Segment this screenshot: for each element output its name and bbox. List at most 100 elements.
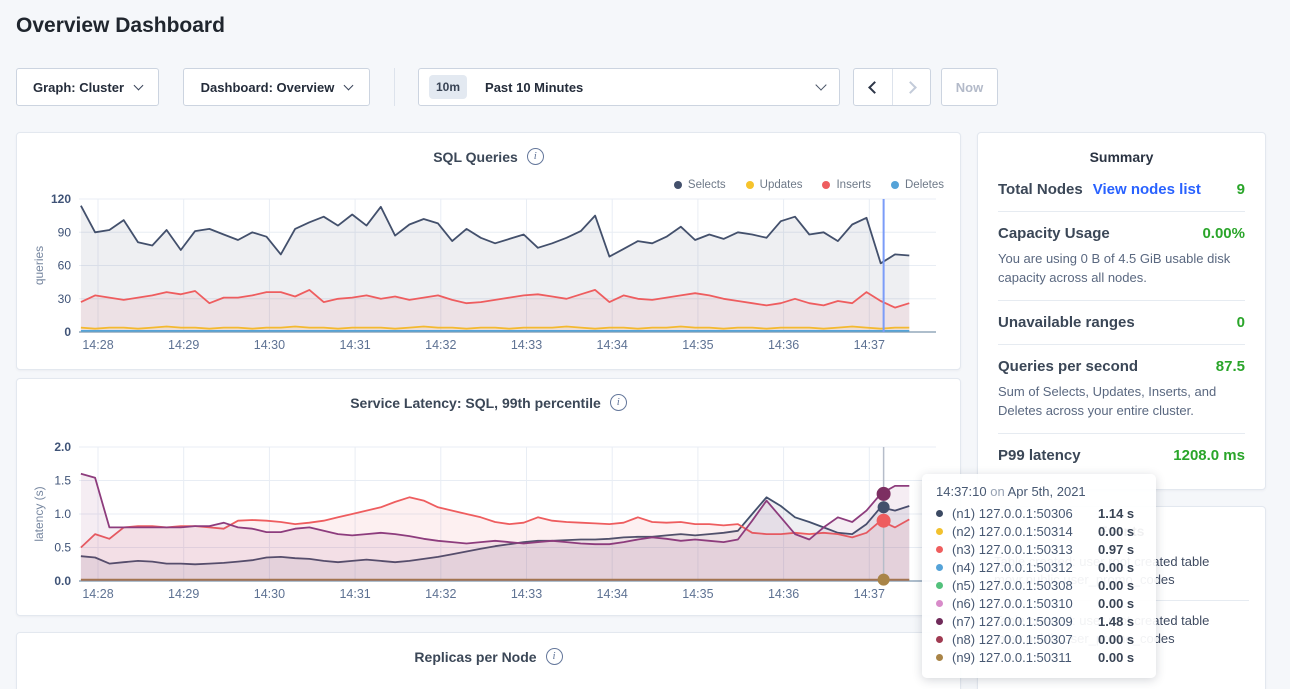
node-address: (n2) 127.0.0.1:50314 xyxy=(952,524,1098,539)
node-latency-value: 0.00 s xyxy=(1098,632,1134,647)
node-latency-value: 1.14 s xyxy=(1098,506,1134,521)
svg-text:14:32: 14:32 xyxy=(425,338,456,352)
info-icon[interactable]: i xyxy=(527,148,544,165)
tooltip-node-row: (n1) 127.0.0.1:503061.14 s xyxy=(936,504,1142,522)
node-latency-value: 0.00 s xyxy=(1098,560,1134,575)
svg-text:14:36: 14:36 xyxy=(768,338,799,352)
summary-row-label: Queries per second xyxy=(998,358,1138,375)
latency-hover-tooltip: 14:37:10 on Apr 5th, 2021 (n1) 127.0.0.1… xyxy=(922,474,1156,678)
node-latency-value: 1.48 s xyxy=(1098,614,1134,629)
chart-title: Service Latency: SQL, 99th percentile xyxy=(350,395,601,411)
node-address: (n8) 127.0.0.1:50307 xyxy=(952,632,1098,647)
node-latency-value: 0.00 s xyxy=(1098,578,1134,593)
node-address: (n6) 127.0.0.1:50310 xyxy=(952,596,1098,611)
dashboard-dropdown[interactable]: Dashboard: Overview xyxy=(183,68,370,106)
prev-time-button[interactable] xyxy=(854,69,892,105)
svg-text:2.0: 2.0 xyxy=(54,440,71,454)
tooltip-node-row: (n4) 127.0.0.1:503120.00 s xyxy=(936,558,1142,576)
svg-text:90: 90 xyxy=(58,225,72,239)
chevron-left-icon xyxy=(868,81,881,94)
svg-text:14:33: 14:33 xyxy=(511,338,542,352)
node-color-dot xyxy=(936,582,943,589)
node-address: (n4) 127.0.0.1:50312 xyxy=(952,560,1098,575)
legend-dot xyxy=(674,181,682,189)
svg-text:14:29: 14:29 xyxy=(168,338,199,352)
svg-text:60: 60 xyxy=(58,259,72,273)
info-icon[interactable]: i xyxy=(546,648,563,665)
node-color-dot xyxy=(936,564,943,571)
tooltip-timestamp: 14:37:10 on Apr 5th, 2021 xyxy=(936,484,1142,499)
svg-text:14:34: 14:34 xyxy=(597,587,628,601)
svg-text:14:30: 14:30 xyxy=(254,338,285,352)
service-latency-chart[interactable]: 14:2814:2914:3014:3114:3214:3314:3414:35… xyxy=(17,435,960,610)
time-range-dropdown[interactable]: 10m Past 10 Minutes xyxy=(418,68,840,106)
time-nav-group xyxy=(853,68,931,106)
summary-row-value: 1208.0 ms xyxy=(1173,447,1245,464)
svg-text:14:33: 14:33 xyxy=(511,587,542,601)
now-button[interactable]: Now xyxy=(941,68,998,106)
node-color-dot xyxy=(936,528,943,535)
summary-row-subtext: You are using 0 B of 4.5 GiB usable disk… xyxy=(998,249,1245,287)
summary-row: Queries per second 87.5 Sum of Selects, Up… xyxy=(998,345,1245,434)
node-latency-value: 0.97 s xyxy=(1098,542,1134,557)
info-icon[interactable]: i xyxy=(610,394,627,411)
node-address: (n3) 127.0.0.1:50313 xyxy=(952,542,1098,557)
svg-text:0.0: 0.0 xyxy=(54,574,71,588)
tooltip-node-row: (n6) 127.0.0.1:503100.00 s xyxy=(936,594,1142,612)
toolbar-divider xyxy=(394,68,395,106)
node-color-dot xyxy=(936,618,943,625)
tooltip-node-row: (n9) 127.0.0.1:503110.00 s xyxy=(936,648,1142,666)
legend-dot xyxy=(746,181,754,189)
chart-title: SQL Queries xyxy=(433,149,518,165)
summary-panel: Summary Total Nodes View nodes list 9 Capac… xyxy=(977,132,1266,490)
summary-row-value: 0 xyxy=(1237,314,1245,331)
svg-text:14:32: 14:32 xyxy=(425,587,456,601)
node-address: (n1) 127.0.0.1:50306 xyxy=(952,506,1098,521)
legend-dot xyxy=(822,181,830,189)
view-nodes-list-link[interactable]: View nodes list xyxy=(1093,181,1201,198)
svg-text:14:30: 14:30 xyxy=(254,587,285,601)
svg-text:14:35: 14:35 xyxy=(682,587,713,601)
summary-title: Summary xyxy=(998,149,1245,165)
svg-text:14:31: 14:31 xyxy=(339,338,370,352)
node-color-dot xyxy=(936,600,943,607)
chart-title: Replicas per Node xyxy=(414,649,536,665)
node-address: (n7) 127.0.0.1:50309 xyxy=(952,614,1098,629)
page-title: Overview Dashboard xyxy=(16,14,225,38)
svg-text:14:37: 14:37 xyxy=(854,338,885,352)
time-range-badge: 10m xyxy=(429,75,467,99)
sql-queries-chart[interactable]: 14:2814:2914:3014:3114:3214:3314:3414:35… xyxy=(17,189,960,364)
summary-row-label: Unavailable ranges xyxy=(998,314,1135,331)
svg-text:0: 0 xyxy=(64,325,71,339)
chevron-down-icon xyxy=(815,79,826,90)
tooltip-node-row: (n2) 127.0.0.1:503140.00 s xyxy=(936,522,1142,540)
svg-text:queries: queries xyxy=(32,246,46,285)
svg-text:30: 30 xyxy=(58,292,72,306)
summary-row-value: 9 xyxy=(1237,181,1245,198)
summary-row: Total Nodes View nodes list 9 xyxy=(998,168,1245,212)
svg-text:14:37: 14:37 xyxy=(854,587,885,601)
node-color-dot xyxy=(936,510,943,517)
summary-row-subtext: Sum of Selects, Updates, Inserts, and De… xyxy=(998,382,1245,420)
summary-row: Capacity Usage0.00%You are using 0 B of … xyxy=(998,212,1245,301)
summary-row-label: P99 latency xyxy=(998,447,1081,464)
svg-text:14:34: 14:34 xyxy=(597,338,628,352)
summary-row-label: Total Nodes xyxy=(998,181,1083,198)
node-address: (n5) 127.0.0.1:50308 xyxy=(952,578,1098,593)
node-color-dot xyxy=(936,546,943,553)
tooltip-rows: (n1) 127.0.0.1:503061.14 s(n2) 127.0.0.1… xyxy=(936,504,1142,666)
chevron-down-icon xyxy=(134,80,144,90)
dashboard-dropdown-label: Dashboard: Overview xyxy=(201,80,335,95)
summary-row-value: 87.5 xyxy=(1216,358,1245,375)
next-time-button[interactable] xyxy=(892,69,930,105)
legend-dot xyxy=(891,181,899,189)
graph-dropdown-label: Graph: Cluster xyxy=(33,80,124,95)
node-color-dot xyxy=(936,636,943,643)
summary-row: P99 latency 1208.0 ms xyxy=(998,434,1245,477)
graph-dropdown[interactable]: Graph: Cluster xyxy=(16,68,159,106)
svg-text:14:31: 14:31 xyxy=(339,587,370,601)
replicas-per-node-card: Replicas per Node i xyxy=(16,632,961,689)
tooltip-node-row: (n7) 127.0.0.1:503091.48 s xyxy=(936,612,1142,630)
svg-text:14:35: 14:35 xyxy=(682,338,713,352)
svg-text:1.0: 1.0 xyxy=(54,507,71,521)
